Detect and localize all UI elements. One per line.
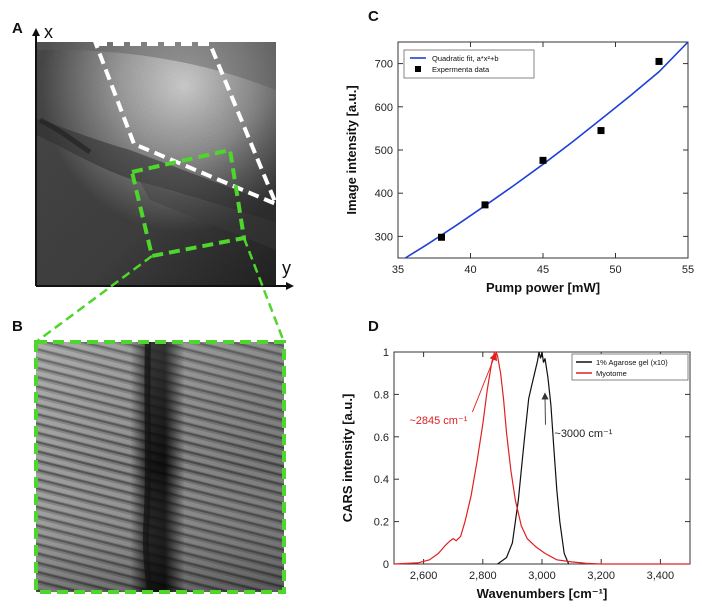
panel-c-legend-label-fit: Quadratic fit, a*x²+b (432, 54, 499, 63)
panel-d-annotation-1: ~2845 cm⁻¹ (409, 415, 467, 427)
panel-c-y-tick-label: 400 (375, 188, 393, 200)
panel-d-legend-label-2: Myotome (596, 369, 627, 378)
panel-d-x-tick-label: 3,400 (647, 570, 675, 582)
panel-d-y-tick-label: 1 (383, 347, 389, 359)
panel-d-y-tick-label: 0.8 (374, 389, 389, 401)
zoom-connector-left (35, 254, 153, 344)
panel-d-series-line-1 (497, 351, 570, 565)
panel-a-axis-label-y: y (282, 258, 291, 278)
panel-d-y-tick-label: 0.4 (374, 474, 389, 486)
panel-d-legend-box (571, 353, 689, 381)
panel-d-legend-label-1: 1% Agarose gel (x10) (596, 358, 668, 367)
panel-c-legend-label-data: Expermenta data (432, 65, 490, 74)
panel-c-x-tick-label: 45 (537, 264, 549, 276)
panel-a-micrograph (36, 42, 276, 286)
panel-c-fit-line (404, 41, 689, 259)
panel-c-y-axis-title: Image intensity [a.u.] (344, 85, 359, 214)
panel-d-annotation-arrow-1 (471, 352, 498, 413)
panel-d-y-tick-label: 0.6 (374, 432, 389, 444)
panel-letter-d: D (368, 318, 379, 335)
panel-d-x-tick-label: 2,600 (410, 570, 438, 582)
panel-c-data-point (597, 127, 605, 135)
panel-d-x-tick-label: 3,200 (587, 570, 615, 582)
panel-b-micrograph (36, 341, 284, 593)
panel-b-green-frame (34, 340, 286, 594)
panel-d-x-tick-label: 3,000 (528, 570, 556, 582)
panel-c-data-point (481, 201, 489, 209)
panel-c-chart: 35 40 45 50 55 300 400 500 600 700 Pump power [mW]… (344, 41, 694, 295)
panel-d-annotation-2: ~3000 cm⁻¹ (554, 428, 612, 440)
panel-c-legend-box (403, 49, 535, 79)
panel-c-x-tick-label: 40 (464, 264, 476, 276)
panel-c-x-axis-title: Pump power [mW] (486, 280, 600, 295)
panel-letter-b: B (12, 318, 23, 335)
panel-d-legend: 1% Agarose gel (x10) Myotome (571, 353, 689, 381)
panel-d-y-tick-label: 0.2 (374, 517, 389, 529)
panel-c-y-tick-label: 300 (375, 231, 393, 243)
panel-c-x-tick-label: 50 (609, 264, 621, 276)
panel-a-white-roi (93, 42, 280, 208)
panel-d-y-tick-label: 0 (383, 559, 389, 571)
panel-a-axis-label-x: x (44, 22, 53, 42)
panel-c-legend: Quadratic fit, a*x²+b Expermenta data (403, 49, 535, 79)
panel-d-x-tick-label: 2,800 (469, 570, 497, 582)
panel-c-data-point (438, 233, 445, 241)
panel-c-data-point (655, 57, 663, 65)
panel-d-x-axis-title: Wavenumbers [cm⁻¹] (477, 586, 608, 601)
panel-d-plot-frame (393, 351, 691, 565)
panel-c-y-tick-label: 700 (375, 59, 393, 71)
panel-d-chart: 2,600 2,800 3,000 3,200 3,400 0 0.2 0.4 0.6 0.8 1 W… (340, 347, 691, 601)
panel-d-series-line-2 (393, 351, 690, 565)
panel-c-y-tick-label: 600 (375, 102, 393, 114)
panel-letter-a: A (12, 20, 23, 37)
panel-c-legend-point-swatch (415, 66, 421, 72)
panel-d-y-axis-title: CARS intensity [a.u.] (340, 394, 355, 523)
panel-c-x-tick-label: 55 (682, 264, 694, 276)
panel-c-x-tick-label: 35 (392, 264, 404, 276)
panel-letter-c: C (368, 8, 379, 25)
panel-c-data-point (539, 156, 547, 164)
zoom-connector-right (242, 237, 286, 343)
panel-c-y-tick-label: 500 (375, 145, 393, 157)
